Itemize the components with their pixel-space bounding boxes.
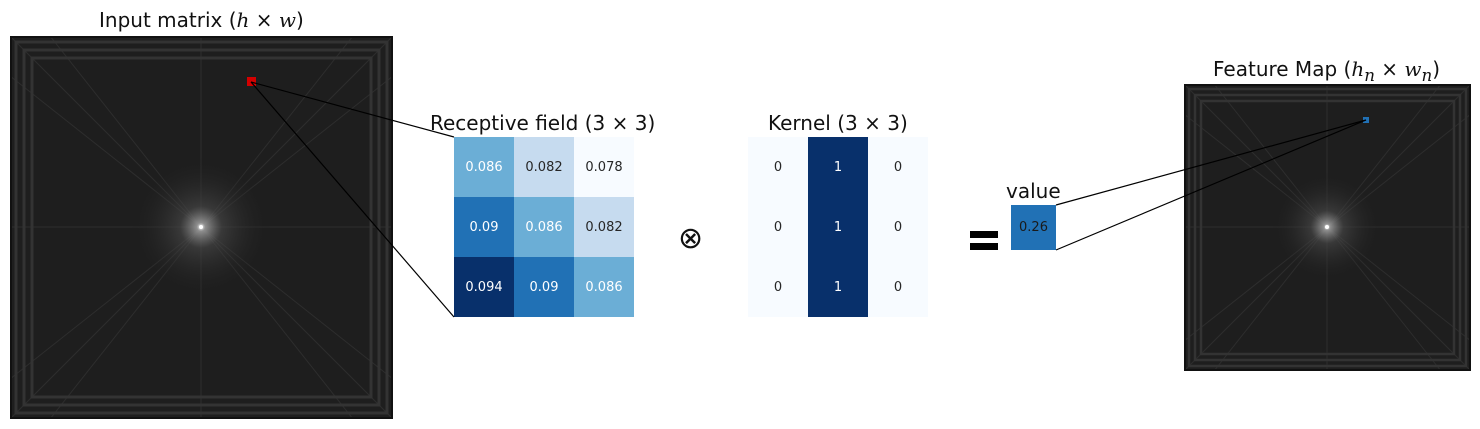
input-matrix-title: Input matrix (h × w) [99,8,304,32]
kernel-grid: 0 1 0 0 1 0 0 1 0 [748,137,928,317]
value-title: value [1006,179,1061,203]
receptive-cell: 0.09 [514,257,574,317]
receptive-cell: 0.082 [574,197,634,257]
connector-value-top [1055,119,1367,206]
connector-value-bottom [1055,119,1367,251]
receptive-cell: 0.086 [454,137,514,197]
receptive-cell: 0.086 [514,197,574,257]
receptive-cell: 0.094 [454,257,514,317]
receptive-cell: 0.082 [514,137,574,197]
kernel-cell: 1 [808,197,868,257]
input-matrix-image [10,36,393,419]
kernel-cell: 0 [748,257,808,317]
kernel-cell: 0 [868,257,928,317]
input-highlight-square [247,77,256,86]
connector-input-top [250,81,455,138]
kernel-title: Kernel (3 × 3) [768,111,908,135]
convolution-operator: ⊗ [678,221,704,256]
equals-bar-top [970,231,998,238]
kernel-cell: 0 [748,197,808,257]
feature-map-title: Feature Map (hn × wn) [1213,57,1441,85]
receptive-cell: 0.078 [574,137,634,197]
kernel-cell: 1 [808,257,868,317]
kernel-cell: 0 [868,137,928,197]
kernel-cell: 0 [868,197,928,257]
receptive-field-grid: 0.086 0.082 0.078 0.09 0.086 0.082 0.094… [454,137,634,317]
connector-input-bottom [250,81,455,318]
equals-bar-bottom [970,243,998,250]
receptive-cell: 0.086 [574,257,634,317]
receptive-field-title: Receptive field (3 × 3) [430,111,656,135]
kernel-cell: 0 [748,137,808,197]
output-value-box: 0.26 [1011,205,1056,250]
kernel-cell: 1 [808,137,868,197]
feature-map-image [1184,84,1471,371]
receptive-cell: 0.09 [454,197,514,257]
